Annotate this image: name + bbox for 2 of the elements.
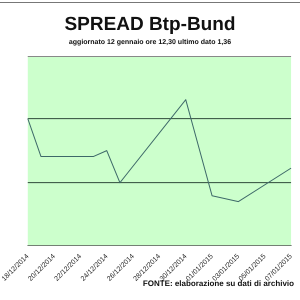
source-note: FONTE: elaborazione su dati di archivio — [142, 279, 294, 288]
chart-title: SPREAD Btp-Bund — [64, 14, 236, 36]
